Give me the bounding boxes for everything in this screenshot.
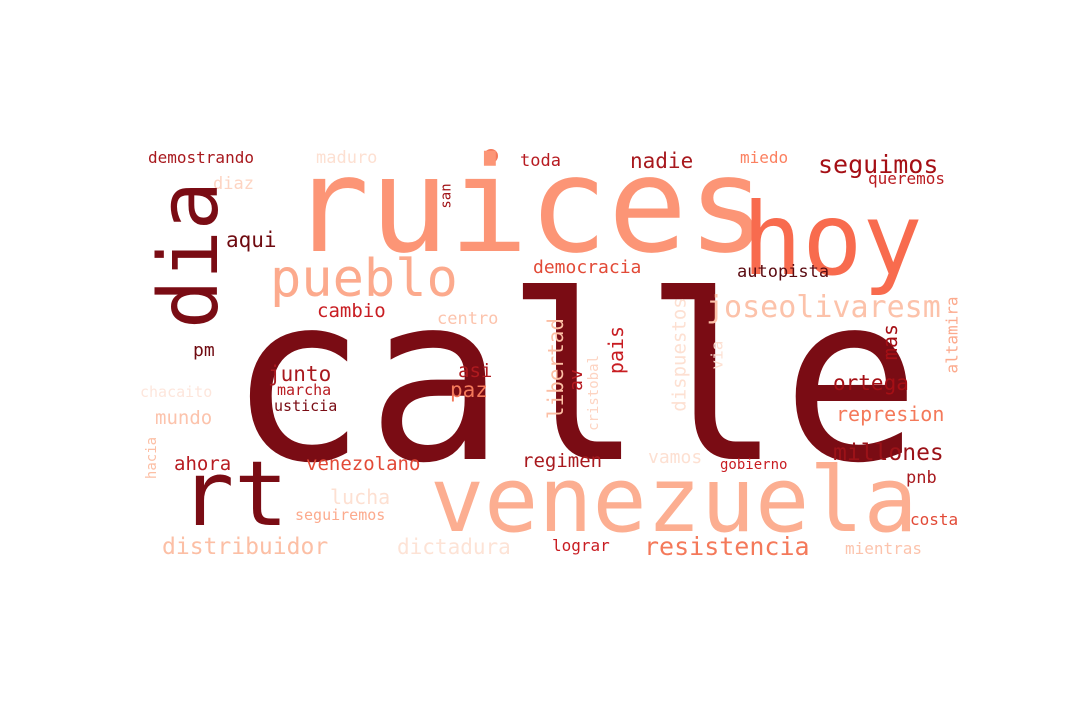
word-distribuidor: distribuidor (162, 534, 329, 560)
word-cristobal: cristobal (585, 355, 602, 431)
word-gobierno: gobierno (720, 457, 788, 473)
word-millones: millones (833, 440, 944, 466)
word-junto: junto (268, 362, 332, 386)
word-dia: dia (142, 180, 238, 330)
word-democracia: democracia (533, 257, 642, 278)
word-queremos: queremos (868, 169, 946, 188)
word-marcha: marcha (277, 381, 332, 399)
word-autopista: autopista (737, 262, 830, 282)
word-venezuela: venezuela (430, 448, 918, 553)
word-mas: mas (878, 323, 903, 361)
word-seguimos: seguimos (818, 150, 939, 179)
word-av: av (565, 369, 587, 391)
word-regimen: regimen (522, 450, 603, 472)
word-ahora: ahora (174, 453, 232, 475)
word-joseolivaresm: joseolivaresm (706, 290, 941, 325)
word-maduro: maduro (316, 148, 378, 168)
word-lucha: lucha (330, 485, 391, 509)
word-pm: pm (193, 340, 215, 361)
word-libertad: libertad (543, 317, 568, 419)
word-calle: calle (228, 247, 921, 514)
word-paz: paz (450, 378, 488, 402)
word-centro: centro (437, 309, 499, 329)
word-ortega: ortega (833, 371, 909, 395)
word-chacaito: chacaito (140, 383, 213, 401)
word-dictadura: dictadura (397, 535, 511, 559)
word-mientras: mientras (845, 539, 923, 558)
word-resistencia: resistencia (644, 532, 810, 561)
word-hacia: hacia (144, 436, 161, 480)
word-justicia: justicia (265, 397, 338, 415)
word-rt: rt (180, 442, 289, 547)
word-pueblo: pueblo (270, 249, 458, 309)
word-cambio: cambio (317, 300, 386, 322)
word-nadie: nadie (630, 149, 694, 173)
word-seguiremos: seguiremos (295, 506, 386, 524)
word-asi: asi (458, 360, 493, 382)
word-dispuestos: dispuestos (668, 296, 691, 412)
word-toda: toda (520, 151, 561, 171)
word-vamos: vamos (648, 447, 703, 468)
word-lograr: lograr (552, 536, 610, 555)
word-costa: costa (910, 510, 959, 529)
word-pnb: pnb (906, 468, 937, 488)
word-demostrando: demostrando (148, 148, 254, 167)
word-represion: represion (836, 402, 945, 426)
word-aqui: aqui (226, 228, 277, 252)
word-altamira: altamira (942, 296, 962, 374)
word-diaz: diaz (213, 174, 254, 194)
word-san: san (438, 183, 455, 209)
word-pais: pais (604, 325, 629, 375)
decorative-dot (484, 149, 498, 163)
word-hoy: hoy (742, 181, 923, 298)
word-miedo: miedo (740, 148, 789, 167)
word-mundo: mundo (155, 407, 213, 429)
word-via: via (706, 340, 726, 370)
word-ruices: ruices (290, 129, 767, 283)
word-venezolano: venezolano (306, 453, 421, 475)
